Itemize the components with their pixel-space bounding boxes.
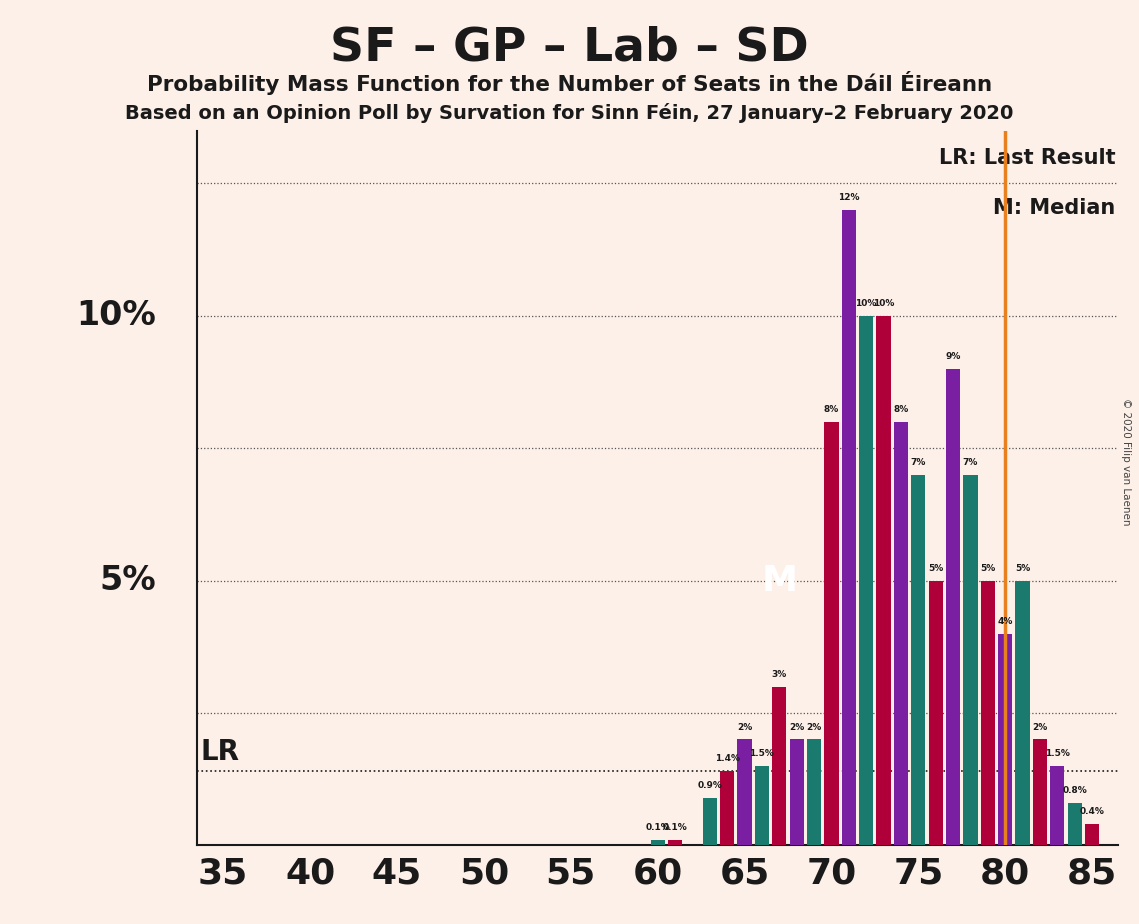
Bar [928, 580, 943, 845]
Text: 2%: 2% [789, 723, 804, 732]
Bar [964, 475, 977, 845]
Bar [947, 369, 960, 845]
Bar [825, 421, 838, 845]
Text: 2%: 2% [806, 723, 821, 732]
Text: SF – GP – Lab – SD: SF – GP – Lab – SD [330, 26, 809, 71]
Text: 10%: 10% [855, 298, 877, 308]
Text: 3%: 3% [771, 670, 787, 678]
Text: 0.8%: 0.8% [1063, 786, 1087, 795]
Bar [755, 766, 769, 845]
Bar [703, 797, 716, 845]
Text: © 2020 Filip van Laenen: © 2020 Filip van Laenen [1121, 398, 1131, 526]
Text: 5%: 5% [1015, 564, 1030, 573]
Text: 1.4%: 1.4% [714, 754, 739, 763]
Text: 12%: 12% [838, 193, 860, 202]
Bar [998, 634, 1013, 845]
Text: 7%: 7% [962, 457, 978, 467]
Bar [911, 475, 926, 845]
Bar [842, 210, 855, 845]
Bar [789, 739, 804, 845]
Bar [1050, 766, 1065, 845]
Text: 5%: 5% [99, 565, 156, 597]
Text: M: Median: M: Median [993, 199, 1115, 218]
Text: LR: Last Result: LR: Last Result [939, 149, 1115, 168]
Text: 0.1%: 0.1% [646, 823, 670, 833]
Text: 9%: 9% [945, 352, 961, 361]
Bar [894, 421, 908, 845]
Bar [720, 772, 735, 845]
Text: 2%: 2% [737, 723, 752, 732]
Text: Based on an Opinion Poll by Survation for Sinn Féin, 27 January–2 February 2020: Based on an Opinion Poll by Survation fo… [125, 103, 1014, 124]
Text: 5%: 5% [981, 564, 995, 573]
Text: 2%: 2% [1032, 723, 1048, 732]
Bar [859, 316, 874, 845]
Bar [650, 840, 665, 845]
Bar [737, 739, 752, 845]
Text: 8%: 8% [823, 405, 839, 414]
Bar [772, 687, 786, 845]
Bar [667, 840, 682, 845]
Text: 1.5%: 1.5% [749, 749, 775, 758]
Text: 0.4%: 0.4% [1080, 808, 1105, 816]
Bar [1085, 824, 1099, 845]
Text: 10%: 10% [76, 299, 156, 333]
Text: 0.9%: 0.9% [697, 781, 722, 790]
Bar [876, 316, 891, 845]
Text: Probability Mass Function for the Number of Seats in the Dáil Éireann: Probability Mass Function for the Number… [147, 71, 992, 95]
Bar [806, 739, 821, 845]
Text: 0.1%: 0.1% [663, 823, 688, 833]
Text: 10%: 10% [872, 298, 894, 308]
Bar [1016, 580, 1030, 845]
Text: LR: LR [200, 738, 239, 766]
Text: M: M [761, 564, 797, 598]
Bar [1033, 739, 1047, 845]
Text: 4%: 4% [998, 616, 1013, 626]
Text: 8%: 8% [893, 405, 909, 414]
Bar [981, 580, 995, 845]
Text: 1.5%: 1.5% [1044, 749, 1070, 758]
Bar [1067, 803, 1082, 845]
Text: 7%: 7% [910, 457, 926, 467]
Text: 5%: 5% [928, 564, 943, 573]
